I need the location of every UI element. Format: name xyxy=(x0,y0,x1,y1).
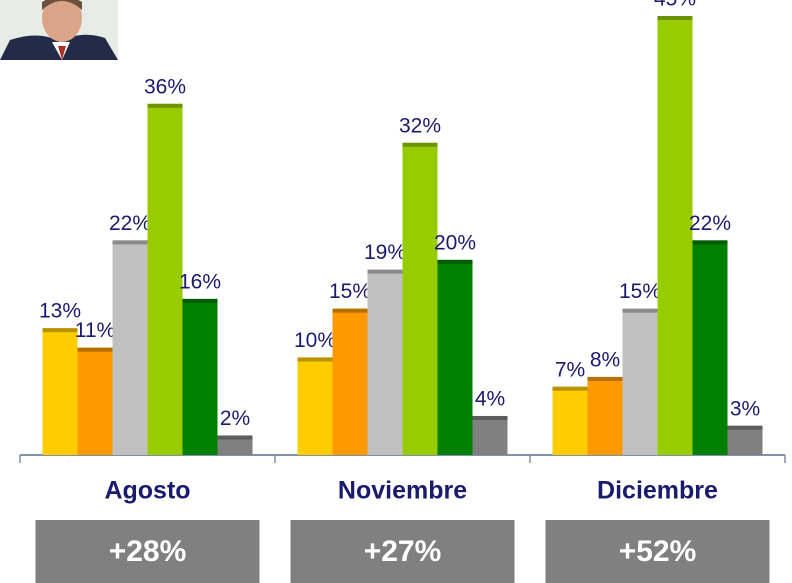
value-label: 15% xyxy=(329,280,371,303)
value-label: 22% xyxy=(689,212,731,235)
value-label: 13% xyxy=(39,300,81,323)
value-label: 8% xyxy=(590,349,620,372)
annotation-box xyxy=(290,520,515,583)
value-label: 7% xyxy=(555,358,585,381)
bar-cap xyxy=(552,386,588,391)
annotation: +52% xyxy=(619,535,697,568)
bar xyxy=(437,259,473,455)
value-label: 10% xyxy=(294,329,336,352)
value-label: 36% xyxy=(144,75,186,98)
bar xyxy=(217,435,253,455)
bar xyxy=(472,415,508,455)
bar xyxy=(77,347,113,455)
bar xyxy=(692,240,728,455)
annotation: +28% xyxy=(109,535,187,568)
annotation-box xyxy=(35,520,260,583)
annotation: +27% xyxy=(364,535,442,568)
value-label: 2% xyxy=(220,407,250,430)
value-label: 3% xyxy=(730,397,760,420)
bar xyxy=(367,269,403,455)
value-label: 4% xyxy=(475,388,505,411)
value-label: 15% xyxy=(619,280,661,303)
bar-cap xyxy=(657,16,693,20)
bar-cap xyxy=(727,425,763,430)
value-label: 45% xyxy=(654,0,696,11)
bar-cap xyxy=(402,142,438,147)
bar-cap xyxy=(472,415,508,420)
bar xyxy=(402,142,438,456)
bar-cap xyxy=(112,240,148,245)
annotation-box xyxy=(545,520,770,583)
bar xyxy=(112,240,148,455)
bar xyxy=(622,308,658,455)
x-tick-label: Noviembre xyxy=(338,477,467,505)
value-label: 20% xyxy=(434,231,476,254)
x-tick-label: Diciembre xyxy=(597,477,718,505)
bar xyxy=(147,103,183,456)
bar-cap xyxy=(367,269,403,274)
bar xyxy=(552,386,588,455)
bar-cap xyxy=(147,103,183,108)
bar-cap xyxy=(622,308,658,313)
value-label: 16% xyxy=(179,270,221,293)
bar-cap xyxy=(182,298,218,303)
bar xyxy=(42,328,78,455)
bar-cap xyxy=(587,376,623,381)
bar-cap xyxy=(77,347,113,352)
x-tick-label: Agosto xyxy=(104,477,190,505)
value-label: 32% xyxy=(399,114,441,137)
bar-cap xyxy=(437,259,473,264)
bar xyxy=(182,298,218,455)
bar xyxy=(587,376,623,455)
bar-cap xyxy=(692,240,728,245)
photo xyxy=(0,0,118,60)
bar xyxy=(332,308,368,455)
bar xyxy=(657,16,693,455)
bar-cap xyxy=(217,435,253,440)
value-label: 19% xyxy=(364,241,406,264)
bar-cap xyxy=(297,357,333,362)
value-label: 11% xyxy=(75,319,115,342)
bar-cap xyxy=(332,308,368,313)
bar-cap xyxy=(42,328,78,333)
bar xyxy=(297,357,333,455)
bar xyxy=(727,425,763,455)
value-label: 22% xyxy=(109,212,151,235)
